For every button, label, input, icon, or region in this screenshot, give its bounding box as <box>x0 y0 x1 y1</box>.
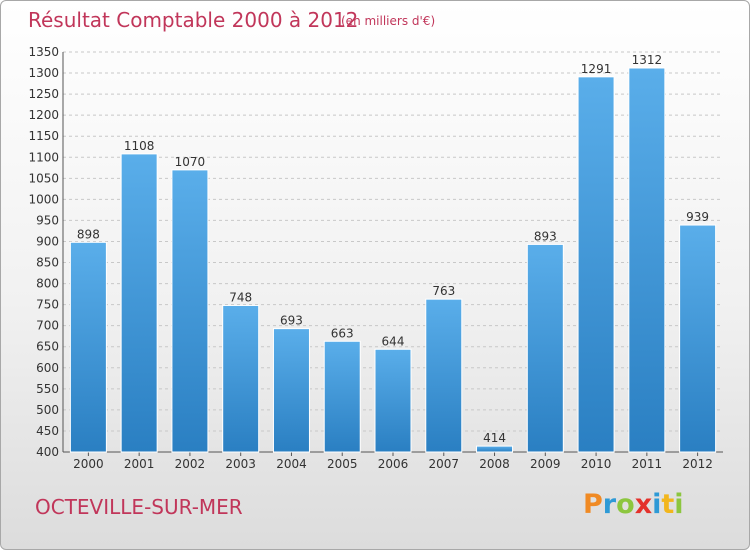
data-label-2002: 1070 <box>175 155 206 169</box>
data-label-2001: 1108 <box>124 139 155 153</box>
data-label-2009: 893 <box>534 229 557 243</box>
data-label-2005: 663 <box>331 326 354 340</box>
data-label-2000: 898 <box>77 227 100 241</box>
logo-letter: o <box>616 489 635 520</box>
town-name: OCTEVILLE-SUR-MER <box>35 495 243 519</box>
data-label-2012: 939 <box>686 210 709 224</box>
x-tick-label: 2010 <box>581 457 612 471</box>
y-tick-label: 750 <box>36 298 59 312</box>
labels: 400 450 500 550 600 650 700 750 800 850 900 950 1000… <box>28 45 712 471</box>
y-tick-label: 400 <box>36 445 59 459</box>
proxiti-logo: Proxiti <box>583 489 684 520</box>
chart-subtitle: (en milliers d'€) <box>341 14 436 28</box>
y-tick-label: 600 <box>36 361 59 375</box>
bar-2012 <box>679 224 717 453</box>
bar-2000 <box>69 241 107 453</box>
logo-letter: i <box>674 489 684 520</box>
data-label-2007: 763 <box>432 284 455 298</box>
logo-letter: P <box>583 489 603 520</box>
x-tick-label: 2007 <box>428 457 459 471</box>
x-tick-label: 2001 <box>124 457 155 471</box>
y-tick-label: 1200 <box>28 108 59 122</box>
logo-letter: r <box>602 489 617 520</box>
x-tick-label: 2012 <box>682 457 713 471</box>
data-label-2003: 748 <box>229 290 252 304</box>
data-label-2011: 1312 <box>632 53 663 67</box>
data-label-2006: 644 <box>382 334 405 348</box>
x-tick-label: 2011 <box>632 457 663 471</box>
bar-2002 <box>171 169 209 453</box>
x-tick-label: 2003 <box>225 457 256 471</box>
y-tick-label: 850 <box>36 256 59 270</box>
logo-letter: t <box>661 489 675 520</box>
bar-2009 <box>526 243 564 453</box>
bar-2001 <box>120 153 158 453</box>
y-tick-label: 1150 <box>28 129 59 143</box>
data-label-2008: 414 <box>483 431 506 445</box>
data-label-2010: 1291 <box>581 62 612 76</box>
bar-2011 <box>628 67 666 453</box>
x-tick-label: 2008 <box>479 457 510 471</box>
y-tick-label: 800 <box>36 277 59 291</box>
logo-letter: x <box>634 489 653 520</box>
y-tick-label: 950 <box>36 213 59 227</box>
bar-2004 <box>272 328 310 453</box>
bars <box>69 67 717 453</box>
x-tick-label: 2009 <box>530 457 561 471</box>
y-tick-label: 550 <box>36 382 59 396</box>
logo-letter: i <box>652 489 662 520</box>
x-tick-label: 2000 <box>73 457 104 471</box>
x-tick-label: 2006 <box>378 457 409 471</box>
y-tick-label: 650 <box>36 340 59 354</box>
y-tick-label: 1350 <box>28 45 59 59</box>
bar-2006 <box>374 348 412 453</box>
data-label-2004: 693 <box>280 314 303 328</box>
bar-2010 <box>577 76 615 453</box>
y-tick-label: 900 <box>36 234 59 248</box>
y-tick-label: 1100 <box>28 150 59 164</box>
y-tick-label: 1000 <box>28 192 59 206</box>
y-tick-label: 1300 <box>28 66 59 80</box>
x-tick-label: 2005 <box>327 457 358 471</box>
y-tick-label: 1250 <box>28 87 59 101</box>
bar-2003 <box>222 304 260 453</box>
bar-2005 <box>323 340 361 453</box>
y-tick-label: 1050 <box>28 171 59 185</box>
bar-2008 <box>476 445 514 453</box>
y-tick-label: 500 <box>36 403 59 417</box>
x-tick-label: 2002 <box>175 457 206 471</box>
chart-title: Résultat Comptable 2000 à 2012 <box>28 8 359 32</box>
y-tick-label: 450 <box>36 424 59 438</box>
x-tick-label: 2004 <box>276 457 307 471</box>
y-tick-label: 700 <box>36 319 59 333</box>
bar-2007 <box>425 298 463 453</box>
